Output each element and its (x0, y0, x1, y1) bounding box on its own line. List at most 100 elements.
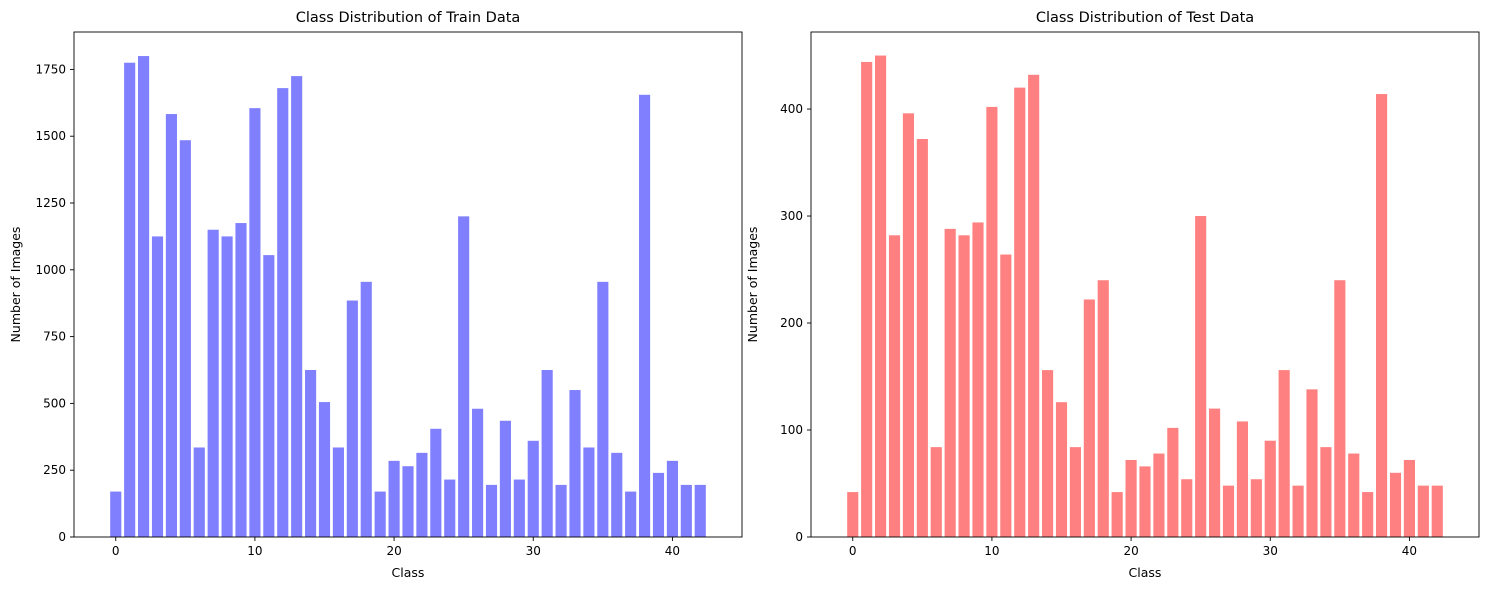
test-bar-22 (1153, 453, 1165, 537)
test-bar-1 (861, 61, 873, 537)
train-bar-24 (444, 479, 456, 537)
train-bar-21 (402, 466, 414, 537)
train-y-tick-label-1250: 1250 (35, 196, 66, 210)
train-y-tick-label-500: 500 (43, 396, 66, 410)
test-bar-3 (888, 235, 901, 537)
test-bars (847, 55, 1443, 538)
test-bar-5 (916, 138, 928, 538)
test-bar-17 (1083, 299, 1095, 537)
test-bar-20 (1125, 459, 1137, 537)
test-bar-8 (958, 235, 970, 537)
test-bar-0 (847, 492, 859, 537)
test-bar-31 (1278, 370, 1290, 537)
test-bar-15 (1055, 402, 1068, 537)
test-bar-39 (1389, 472, 1402, 537)
train-bar-23 (430, 428, 442, 537)
test-bar-38 (1376, 94, 1388, 537)
train-bar-25 (458, 216, 470, 537)
train-y-tick-label-1750: 1750 (35, 62, 66, 76)
test-bar-36 (1348, 453, 1360, 537)
train-bar-15 (318, 402, 331, 537)
train-bar-38 (639, 94, 651, 537)
test-bar-21 (1139, 466, 1151, 537)
train-bar-3 (151, 236, 164, 537)
test-y-tick-label-100: 100 (780, 423, 803, 437)
test-bar-4 (902, 113, 914, 537)
test-bar-6 (930, 447, 942, 537)
test-bar-2 (875, 55, 887, 537)
test-y-tick-label-200: 200 (780, 316, 803, 330)
train-chart-title: Class Distribution of Train Data (296, 10, 521, 26)
train-bar-26 (472, 408, 484, 537)
train-bar-36 (611, 452, 623, 537)
test-bar-19 (1111, 492, 1123, 537)
test-y-axis-label: Number of Images (745, 227, 760, 343)
test-bar-42 (1431, 485, 1443, 537)
test-bar-16 (1069, 447, 1081, 537)
test-chart-panel: Class Distribution of Test Data Class Nu… (745, 10, 1480, 580)
train-bar-5 (179, 140, 191, 537)
train-bar-1 (124, 62, 136, 538)
test-bar-34 (1320, 447, 1332, 537)
test-y-tick-label-400: 400 (780, 102, 803, 116)
test-bar-41 (1417, 485, 1429, 537)
train-bar-19 (374, 491, 386, 537)
test-x-tick-label-0: 0 (849, 544, 857, 558)
train-bar-0 (110, 491, 122, 537)
test-bar-35 (1334, 280, 1346, 537)
train-bar-8 (221, 236, 233, 537)
train-y-tick-label-0: 0 (58, 530, 66, 544)
test-bar-14 (1042, 370, 1054, 537)
train-x-tick-label-30: 30 (526, 544, 541, 558)
train-chart-panel: Class Distribution of Train Data Class N… (8, 10, 743, 580)
train-bar-12 (277, 88, 289, 537)
train-bar-17 (346, 300, 358, 537)
train-bar-4 (165, 114, 177, 537)
train-bar-13 (291, 76, 303, 537)
train-bar-31 (541, 370, 553, 537)
train-bar-41 (680, 484, 692, 537)
test-bar-40 (1403, 459, 1415, 537)
test-x-tick-label-10: 10 (984, 544, 999, 558)
test-y-tick-label-0: 0 (795, 530, 803, 544)
train-bar-11 (263, 255, 275, 537)
test-bar-18 (1097, 280, 1109, 537)
train-bar-40 (666, 460, 678, 537)
test-bar-24 (1181, 479, 1193, 537)
train-bar-14 (305, 370, 317, 537)
test-bar-12 (1014, 87, 1026, 537)
train-bar-7 (207, 229, 219, 538)
train-bar-18 (360, 281, 372, 537)
test-bar-30 (1264, 440, 1276, 537)
test-bar-10 (986, 106, 998, 537)
train-axis-ticks: 0 10 20 30 40 0 250 500 750 1000 1250 1500 1750 (35, 62, 680, 558)
test-y-tick-label-300: 300 (780, 209, 803, 223)
test-chart-title: Class Distribution of Test Data (1036, 10, 1254, 26)
train-y-tick-label-750: 750 (43, 330, 66, 344)
train-x-tick-label-20: 20 (386, 544, 401, 558)
train-bar-30 (527, 440, 539, 537)
test-bar-37 (1362, 492, 1374, 537)
test-bar-29 (1250, 479, 1262, 537)
test-bar-7 (944, 228, 956, 537)
train-x-tick-label-10: 10 (247, 544, 262, 558)
test-bar-32 (1292, 485, 1304, 537)
train-y-axis-label: Number of Images (8, 227, 23, 343)
train-bars (110, 56, 706, 538)
train-bar-32 (555, 484, 567, 537)
test-x-tick-label-40: 40 (1402, 544, 1417, 558)
train-y-tick-label-1000: 1000 (35, 263, 66, 277)
test-bar-9 (972, 222, 984, 537)
train-bar-39 (652, 472, 665, 537)
test-bar-25 (1195, 216, 1207, 537)
train-bar-34 (583, 447, 595, 537)
train-bar-37 (625, 491, 637, 537)
train-plot-frame (73, 31, 743, 538)
test-bar-11 (1000, 254, 1012, 538)
test-plot-frame (810, 31, 1480, 538)
train-x-tick-label-40: 40 (665, 544, 680, 558)
train-bar-27 (485, 484, 498, 537)
train-bar-2 (138, 56, 150, 538)
train-x-tick-label-0: 0 (112, 544, 120, 558)
